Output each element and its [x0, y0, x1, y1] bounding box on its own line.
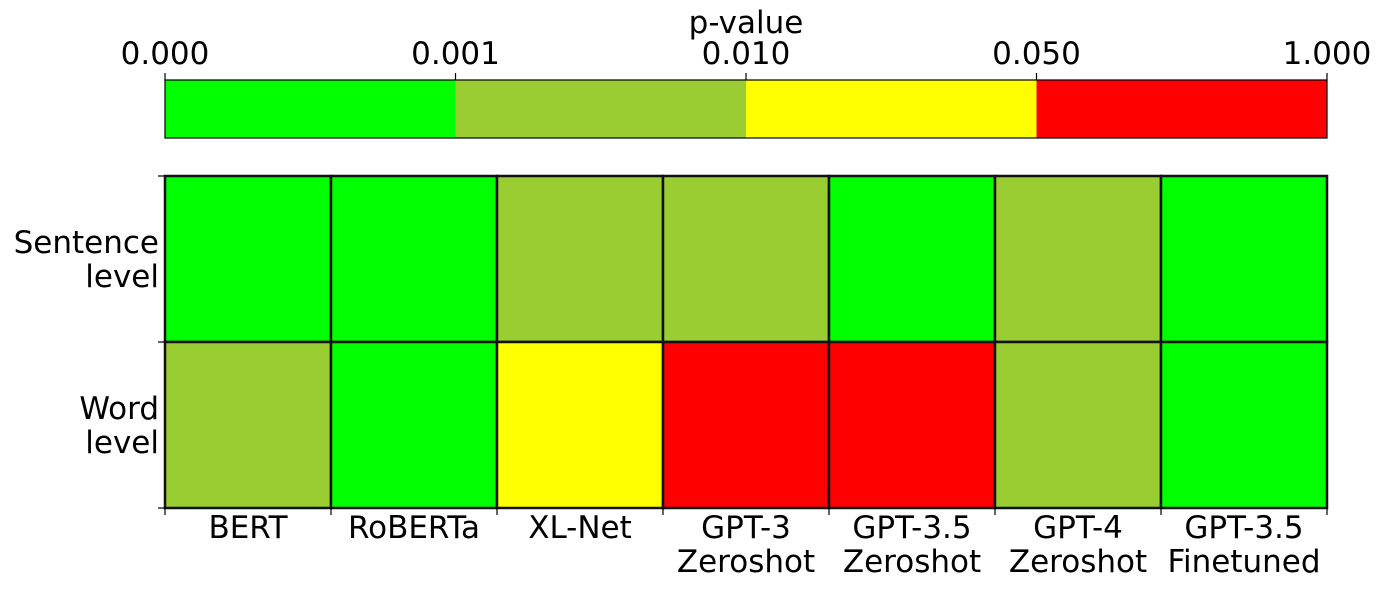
column-label: BERT	[208, 510, 288, 546]
heatmap-cell	[993, 340, 1163, 510]
column-label: GPT-3 Zeroshot	[677, 510, 815, 580]
heatmap-cell	[329, 340, 499, 510]
heatmap-cell	[495, 174, 665, 344]
colorbar: p-value 0.000 0.001 0.010 0.050 1.000	[121, 5, 1372, 139]
colorbar-label: p-value	[689, 5, 804, 41]
heatmap-cell	[329, 174, 499, 344]
heatmap-cell	[827, 174, 997, 344]
column-label: RoBERTa	[348, 510, 480, 546]
row-labels: Sentence level Word level	[14, 225, 159, 461]
heatmap-grid: Sentence level Word level BERT RoBERTa XL-Net…	[14, 174, 1329, 580]
heatmap-cell	[993, 174, 1163, 344]
colorbar-ticks: 0.000 0.001 0.010 0.050 1.000	[121, 36, 1372, 80]
colorbar-tick-label: 0.010	[702, 36, 791, 72]
column-label: XL-Net	[528, 510, 632, 546]
colorbar-tick-label: 1.000	[1283, 36, 1372, 72]
heatmap-cell	[1159, 340, 1329, 510]
heatmap-cell	[827, 340, 997, 510]
colorbar-bands	[165, 80, 1327, 138]
colorbar-tick-label: 0.001	[411, 36, 500, 72]
row-label: Sentence level	[14, 225, 159, 295]
colorbar-band	[746, 80, 1037, 138]
column-label: GPT-4 Zeroshot	[1009, 510, 1147, 580]
colorbar-band	[1036, 80, 1327, 138]
heatmap-cells	[163, 174, 1329, 510]
column-labels: BERT RoBERTa XL-Net GPT-3 Zeroshot GPT-3.5 Zer…	[208, 510, 1320, 580]
colorbar-band	[455, 80, 746, 138]
heatmap-cell	[495, 340, 665, 510]
heatmap-cell	[163, 174, 333, 344]
column-label: GPT-3.5 Zeroshot	[843, 510, 981, 580]
colorbar-tick-label: 0.000	[121, 36, 210, 72]
heatmap-cell	[661, 340, 831, 510]
heatmap-cell	[163, 340, 333, 510]
heatmap-axis-ticks	[158, 175, 1328, 515]
heatmap-cell	[1159, 174, 1329, 344]
row-label: Word level	[79, 391, 159, 461]
heatmap-cell	[661, 174, 831, 344]
column-label: GPT-3.5 Finetuned	[1167, 510, 1320, 580]
colorbar-tick-label: 0.050	[992, 36, 1081, 72]
colorbar-band	[165, 80, 456, 138]
